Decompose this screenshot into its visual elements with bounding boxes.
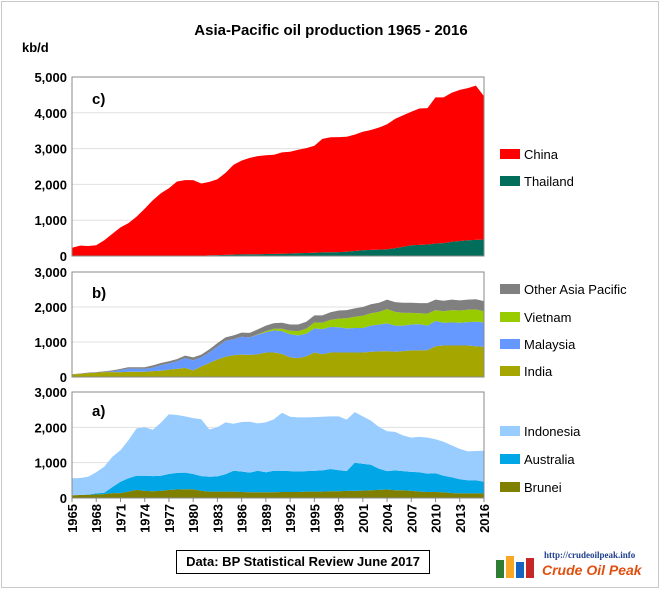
area-vietnam (72, 309, 484, 375)
x-tick-label: 1965 (65, 504, 80, 533)
logo-url: http://crudeoilpeak.info (544, 550, 636, 560)
crude-oil-peak-logo: http://crudeoilpeak.info Crude Oil Peak (492, 550, 650, 578)
legend-swatch (500, 149, 520, 159)
logo-name: Crude Oil Peak (542, 562, 642, 578)
x-tick-label: 1992 (283, 504, 298, 533)
legend-swatch (500, 454, 520, 464)
x-tick-label: 1998 (332, 504, 347, 533)
x-tick-label: 2013 (453, 504, 468, 533)
legend-swatch (500, 366, 520, 376)
y-tick-label: 4,000 (34, 106, 67, 121)
area-australia (72, 462, 484, 496)
y-tick-label: 3,000 (34, 265, 67, 280)
y-tick-label: 0 (60, 249, 67, 264)
x-tick-label: 1983 (210, 504, 225, 533)
y-tick-label: 1,000 (34, 213, 67, 228)
legend-swatch (500, 176, 520, 186)
legend-swatch (500, 312, 520, 322)
panel-label: a) (92, 403, 105, 420)
y-tick-label: 2,000 (34, 420, 67, 435)
area-india (72, 345, 484, 377)
x-tick-label: 1986 (235, 504, 250, 533)
x-tick-label: 2004 (380, 503, 395, 533)
x-tick-label: 1977 (162, 504, 177, 533)
panel-1: 0 1,000 2,000 3,000 b) Other Asia Pacific Viet… (34, 265, 627, 385)
legend-label: Thailand (524, 174, 574, 189)
x-tick-label: 2007 (404, 504, 419, 533)
legend-label: India (524, 364, 553, 379)
legend-label: China (524, 147, 559, 162)
area-indonesia (72, 412, 484, 496)
legend-swatch (500, 339, 520, 349)
x-tick-label: 1968 (89, 504, 104, 533)
legend-label: Brunei (524, 480, 562, 495)
area-other-asia-pacific (72, 299, 484, 375)
x-tick-label: 1989 (259, 504, 274, 533)
oil-barrels-icon (496, 556, 534, 578)
plot-border (71, 271, 485, 378)
panel-2: 0 1,000 2,000 3,000 a) Indonesia Australia Brun… (34, 385, 581, 506)
y-tick-label: 1,000 (34, 456, 67, 471)
legend-swatch (500, 284, 520, 294)
x-tick-label: 1995 (307, 504, 322, 533)
y-tick-label: 3,000 (34, 142, 67, 157)
legend-label: Australia (524, 452, 575, 467)
legend-swatch (500, 426, 520, 436)
legend-label: Indonesia (524, 424, 581, 439)
y-tick-label: 0 (60, 370, 67, 385)
legend-swatch (500, 482, 520, 492)
x-tick-label: 1974 (138, 503, 153, 533)
x-tick-label: 2016 (477, 504, 492, 533)
x-tick-label: 1971 (113, 504, 128, 533)
y-tick-label: 2,000 (34, 300, 67, 315)
area-malaysia (72, 321, 484, 375)
panel-label: c) (92, 91, 105, 108)
plot-border (71, 391, 485, 499)
y-tick-label: 2,000 (34, 177, 67, 192)
panel-0: 0 1,000 2,000 3,000 4,000 5,000 c) China Thailan… (34, 70, 573, 264)
source-note: Data: BP Statistical Review June 2017 (176, 550, 430, 574)
area-thailand (72, 239, 484, 256)
x-tick-label: 2001 (356, 504, 371, 533)
legend-label: Other Asia Pacific (524, 282, 627, 297)
area-brunei (72, 489, 484, 498)
chart-title: Asia-Pacific oil production 1965 - 2016 (194, 22, 468, 39)
y-tick-label: 5,000 (34, 70, 67, 85)
y-tick-label: 3,000 (34, 385, 67, 400)
area-china (72, 85, 484, 256)
y-tick-label: 1,000 (34, 335, 67, 350)
legend-label: Vietnam (524, 310, 571, 325)
panel-label: b) (92, 285, 106, 302)
plot-border (71, 76, 485, 257)
x-tick-label: 2010 (429, 504, 444, 533)
x-tick-label: 1980 (186, 504, 201, 533)
y-tick-label: 0 (60, 491, 67, 506)
y-axis-unit-label: kb/d (22, 40, 49, 55)
legend-label: Malaysia (524, 337, 576, 352)
